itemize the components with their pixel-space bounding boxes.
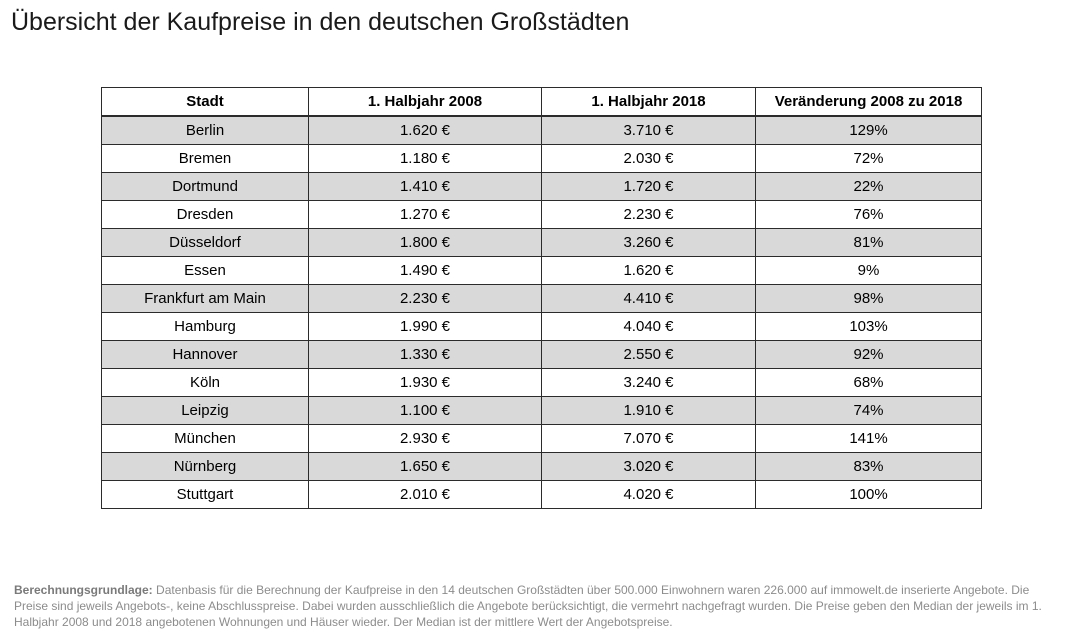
cell-city: Essen [101, 256, 309, 285]
cell-price-2008: 1.620 € [308, 115, 542, 145]
page-title: Übersicht der Kaufpreise in den deutsche… [11, 8, 630, 36]
cell-price-2018: 2.230 € [541, 200, 756, 229]
cell-price-2008: 2.010 € [308, 480, 542, 509]
table-row: Hannover 1.330 €2.550 €92% [101, 340, 982, 369]
cell-change: 129% [755, 115, 982, 145]
cell-price-2018: 4.040 € [541, 312, 756, 341]
footnote-label: Berechnungsgrundlage: [14, 583, 153, 597]
cell-price-2018: 3.710 € [541, 115, 756, 145]
cell-price-2018: 2.030 € [541, 144, 756, 173]
cell-price-2018: 1.910 € [541, 396, 756, 425]
cell-price-2008: 1.180 € [308, 144, 542, 173]
cell-city: Frankfurt am Main [101, 284, 309, 313]
cell-city: Düsseldorf [101, 228, 309, 257]
cell-price-2008: 2.230 € [308, 284, 542, 313]
table-row: Frankfurt am Main 2.230 €4.410 €98% [101, 284, 982, 313]
cell-change: 72% [755, 144, 982, 173]
cell-price-2008: 1.650 € [308, 452, 542, 481]
cell-city: Hannover [101, 340, 309, 369]
table-row: Bremen 1.180 €2.030 €72% [101, 144, 982, 173]
cell-change: 98% [755, 284, 982, 313]
cell-change: 81% [755, 228, 982, 257]
table-row: Köln 1.930 €3.240 €68% [101, 368, 982, 397]
cell-price-2008: 1.930 € [308, 368, 542, 397]
cell-change: 22% [755, 172, 982, 201]
cell-price-2008: 1.800 € [308, 228, 542, 257]
header-first-half-2008: 1. Halbjahr 2008 [308, 87, 542, 117]
cell-city: München [101, 424, 309, 453]
cell-change: 9% [755, 256, 982, 285]
table-row: Düsseldorf 1.800 €3.260 €81% [101, 228, 982, 257]
cell-price-2008: 2.930 € [308, 424, 542, 453]
cell-city: Dresden [101, 200, 309, 229]
cell-city: Hamburg [101, 312, 309, 341]
cell-price-2018: 7.070 € [541, 424, 756, 453]
table-row: Essen 1.490 €1.620 €9% [101, 256, 982, 285]
cell-change: 100% [755, 480, 982, 509]
table-row: Nürnberg 1.650 €3.020 €83% [101, 452, 982, 481]
cell-price-2018: 4.410 € [541, 284, 756, 313]
table-row: Dortmund 1.410 €1.720 €22% [101, 172, 982, 201]
table-header-row: Stadt 1. Halbjahr 2008 1. Halbjahr 2018 … [101, 87, 982, 117]
cell-price-2018: 3.260 € [541, 228, 756, 257]
cell-price-2008: 1.990 € [308, 312, 542, 341]
cell-price-2018: 2.550 € [541, 340, 756, 369]
table-row: Leipzig 1.100 €1.910 €74% [101, 396, 982, 425]
price-table: Stadt 1. Halbjahr 2008 1. Halbjahr 2018 … [101, 87, 982, 509]
cell-change: 141% [755, 424, 982, 453]
cell-price-2008: 1.100 € [308, 396, 542, 425]
table-row: Dresden 1.270 €2.230 €76% [101, 200, 982, 229]
cell-change: 103% [755, 312, 982, 341]
cell-city: Leipzig [101, 396, 309, 425]
table-row: Stuttgart 2.010 €4.020 €100% [101, 480, 982, 509]
cell-change: 83% [755, 452, 982, 481]
cell-price-2018: 1.720 € [541, 172, 756, 201]
header-change-2008-2018: Veränderung 2008 zu 2018 [755, 87, 982, 117]
cell-price-2008: 1.410 € [308, 172, 542, 201]
cell-city: Dortmund [101, 172, 309, 201]
cell-price-2008: 1.270 € [308, 200, 542, 229]
cell-city: Berlin [101, 115, 309, 145]
header-first-half-2018: 1. Halbjahr 2018 [541, 87, 756, 117]
cell-city: Bremen [101, 144, 309, 173]
cell-city: Nürnberg [101, 452, 309, 481]
cell-price-2018: 3.020 € [541, 452, 756, 481]
cell-price-2008: 1.330 € [308, 340, 542, 369]
table-row: Hamburg 1.990 €4.040 €103% [101, 312, 982, 341]
table-body: Berlin 1.620 €3.710 €129% Bremen 1.180 €2.0… [101, 115, 982, 509]
header-city: Stadt [101, 87, 309, 117]
cell-price-2018: 1.620 € [541, 256, 756, 285]
footnote-text: Datenbasis für die Berechnung der Kaufpr… [14, 583, 1042, 629]
cell-change: 74% [755, 396, 982, 425]
table-row: Berlin 1.620 €3.710 €129% [101, 115, 982, 145]
cell-price-2018: 4.020 € [541, 480, 756, 509]
cell-city: Stuttgart [101, 480, 309, 509]
cell-change: 68% [755, 368, 982, 397]
cell-change: 76% [755, 200, 982, 229]
footnote: Berechnungsgrundlage: Datenbasis für die… [14, 582, 1066, 630]
table-row: München 2.930 €7.070 €141% [101, 424, 982, 453]
cell-price-2018: 3.240 € [541, 368, 756, 397]
cell-change: 92% [755, 340, 982, 369]
cell-city: Köln [101, 368, 309, 397]
cell-price-2008: 1.490 € [308, 256, 542, 285]
